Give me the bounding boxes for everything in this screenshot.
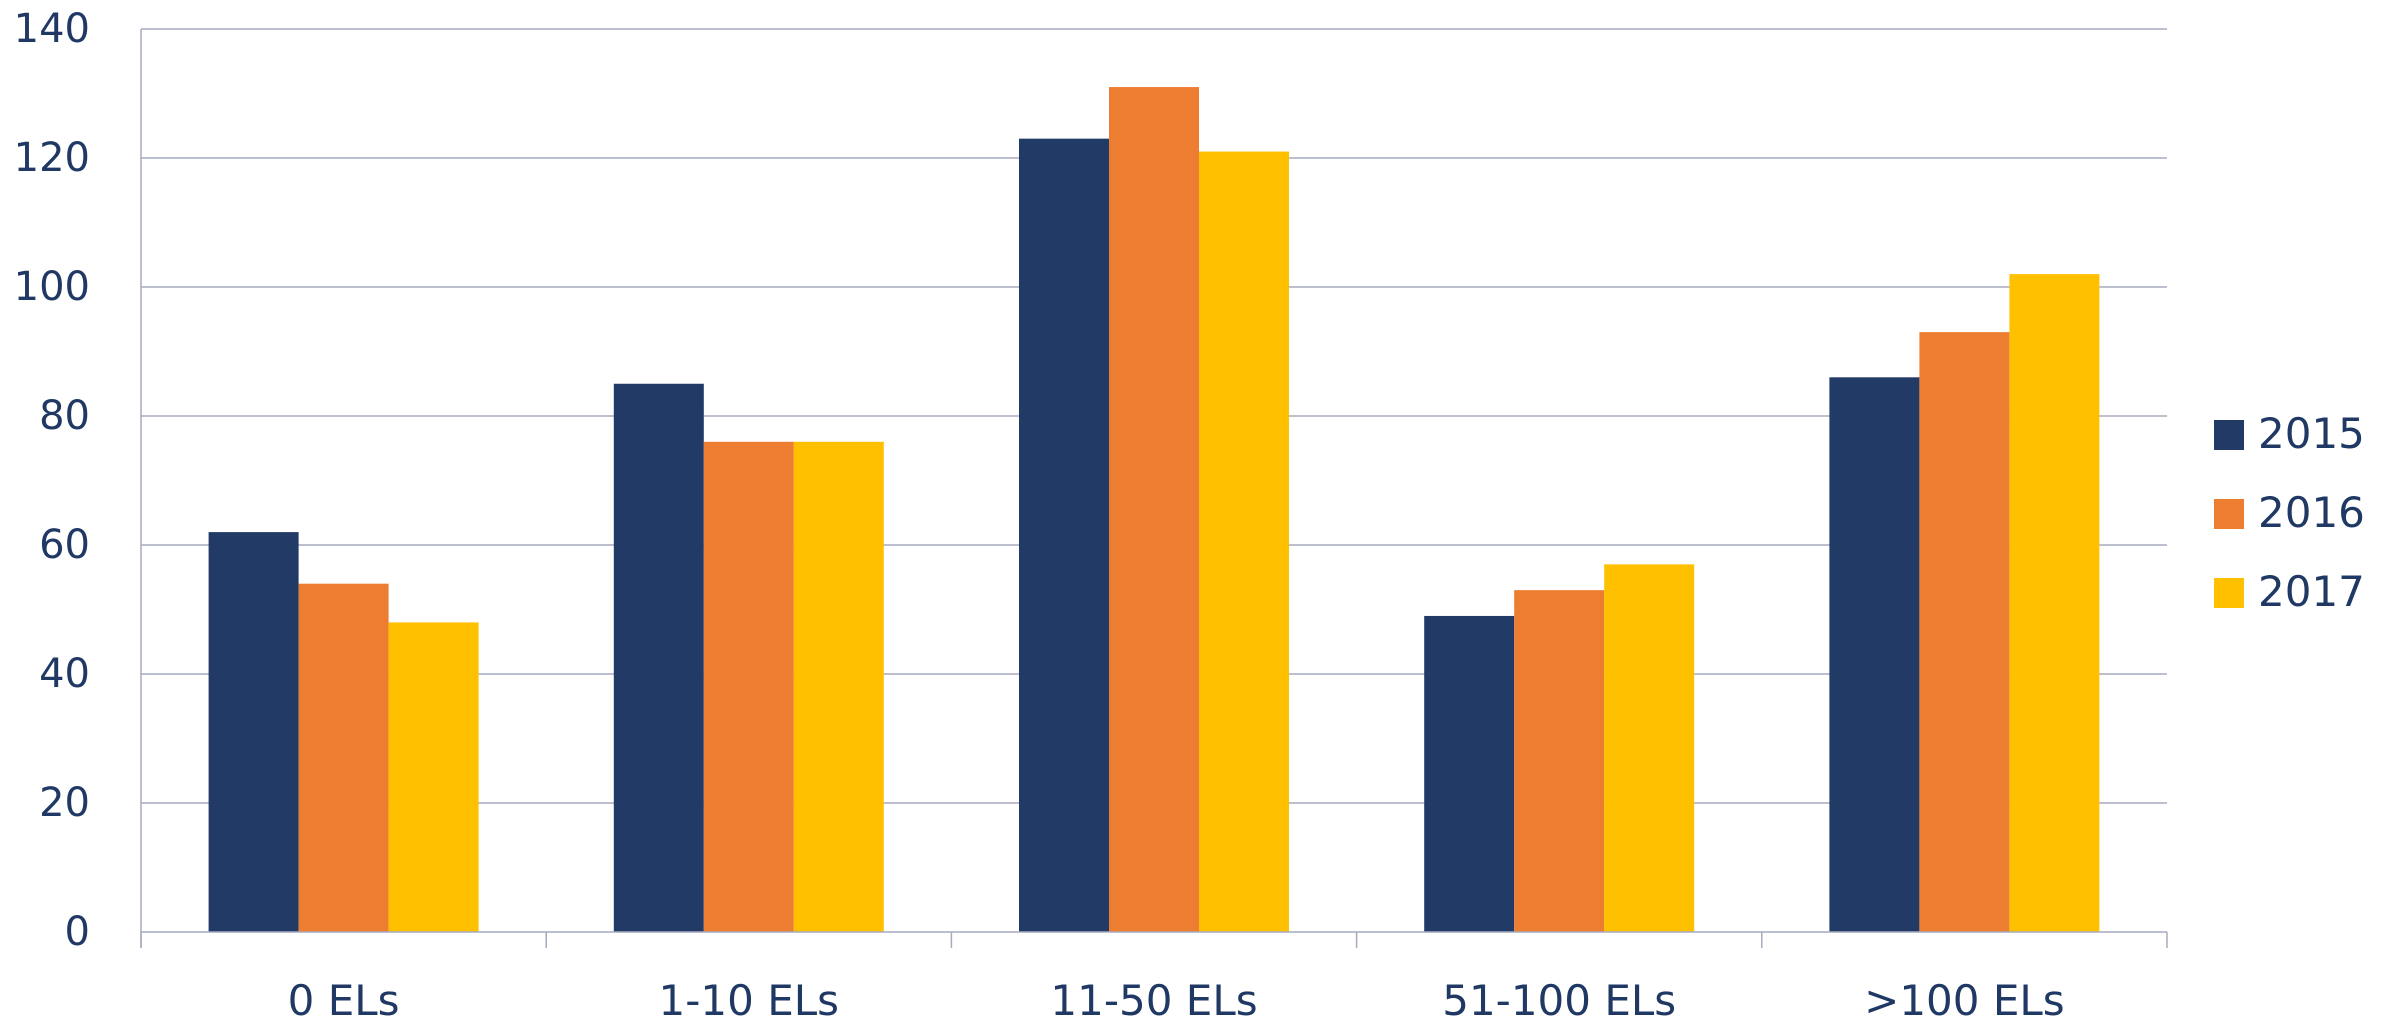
y-tick-label: 80	[39, 393, 90, 439]
axes	[140, 29, 2168, 948]
bars	[208, 87, 2100, 933]
legend-swatch-2015	[2214, 420, 2244, 450]
x-tick-labels: 0 ELs 1-10 ELs 11-50 ELs 51-100 ELs >100 ELs	[288, 976, 2065, 1025]
legend-label: 2015	[2258, 409, 2365, 458]
bar-2017-2	[1199, 151, 1289, 933]
y-tick-label: 20	[39, 780, 90, 826]
bar-2017-1	[793, 441, 884, 932]
bar-2015-1	[613, 383, 704, 932]
y-tick-labels: 0 20 40 60 80 100 120 140	[14, 6, 90, 955]
bar-2017-4	[2009, 274, 2100, 933]
x-tick-label: 1-10 ELs	[659, 976, 840, 1023]
bar-2016-3	[1514, 590, 1605, 932]
y-tick-label: 100	[14, 264, 90, 310]
bar-2015-4	[1829, 377, 1920, 932]
bar-2016-2	[1109, 87, 1199, 933]
bar-2016-0	[298, 583, 389, 932]
bar-2015-2	[1019, 138, 1109, 932]
legend-swatch-2016	[2214, 499, 2244, 529]
legend: 2015 2016 2017	[2214, 409, 2365, 616]
bar-2015-3	[1424, 615, 1515, 932]
bar-2015-0	[208, 532, 299, 932]
legend-label: 2016	[2258, 488, 2365, 537]
legend-label: 2017	[2258, 567, 2365, 616]
y-tick-label: 60	[39, 522, 90, 568]
bar-2016-1	[703, 441, 794, 932]
x-tick-label: >100 ELs	[1864, 976, 2065, 1023]
x-tick-label: 11-50 ELs	[1050, 976, 1257, 1023]
bar-2016-4	[1919, 332, 2010, 932]
y-tick-label: 140	[14, 6, 90, 52]
bar-2017-0	[388, 622, 479, 932]
legend-swatch-2017	[2214, 578, 2244, 608]
bar-2017-3	[1604, 564, 1695, 932]
y-tick-label: 120	[14, 135, 90, 181]
x-tick-label: 0 ELs	[288, 976, 400, 1023]
y-tick-label: 40	[39, 651, 90, 697]
y-tick-label: 0	[65, 909, 90, 955]
x-tick-label: 51-100 ELs	[1442, 976, 1676, 1023]
